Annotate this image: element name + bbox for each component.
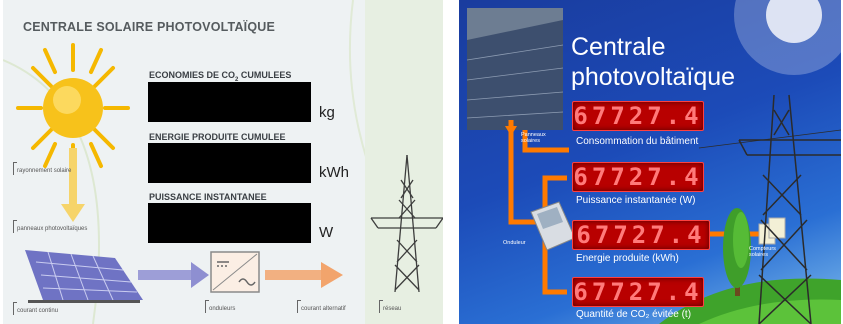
- solar-panel-photo-icon: [466, 8, 564, 130]
- inverter-label: Onduleur: [503, 240, 526, 246]
- dc-current-label: courant continu: [13, 302, 58, 315]
- co2-savings-display: [148, 82, 311, 122]
- left-solar-display-panel: CENTRALE SOLAIRE PHOTOVOLTAÏQUE ECONOMIE…: [3, 0, 443, 324]
- pv-panels-label: panneaux photovoltaïques: [13, 220, 87, 233]
- tree-icon: [723, 208, 751, 296]
- ac-current-label: courant alternatif: [297, 300, 346, 313]
- building-consumption-label: Consommation du bâtiment: [576, 136, 699, 147]
- left-diagram-artwork: [3, 0, 443, 324]
- sun-icon: [16, 43, 130, 172]
- right-title-line2: photovoltaïque: [571, 63, 736, 91]
- inverter-device-icon: [530, 201, 576, 251]
- energy-produced-counter: 67727.4: [572, 220, 710, 250]
- arrow-ac-icon: [265, 262, 343, 288]
- right-diagram-artwork: [466, 0, 841, 324]
- solar-panels-label: Panneaux solaires: [521, 132, 546, 144]
- energy-produced-label: ENERGIE PRODUITE CUMULEE: [149, 132, 286, 142]
- co2-avoided-counter: 67727.4: [572, 277, 704, 307]
- instant-power-counter-label: Puissance instantanée (W): [576, 195, 696, 206]
- power-pylon-icon: [698, 94, 841, 324]
- instant-power-counter: 67727.4: [572, 162, 704, 192]
- inverters-label: onduleurs: [205, 300, 235, 313]
- building-consumption-counter: 67727.4: [572, 101, 704, 131]
- arrow-dc-icon: [138, 262, 209, 288]
- energy-produced-display: [148, 143, 311, 183]
- left-panel-title: CENTRALE SOLAIRE PHOTOVOLTAÏQUE: [23, 20, 276, 34]
- right-panel-title: Centrale photovoltaïque: [571, 32, 735, 92]
- solar-meters-label: Compteurs solaires: [749, 246, 776, 258]
- co2-savings-label: ECONOMIES DE CO2 CUMULEES: [149, 70, 292, 83]
- left-green-band: [365, 0, 443, 324]
- arrow-sun-to-panels-icon: [61, 148, 85, 222]
- co2-savings-unit: kg: [319, 104, 335, 121]
- instant-power-unit: W: [319, 224, 334, 241]
- instant-power-display: [148, 203, 311, 243]
- energy-produced-counter-label: Energie produite (kWh): [576, 253, 679, 264]
- right-title-line1: Centrale: [571, 33, 666, 61]
- co2-avoided-counter-label: Quantité de CO₂ évitée (t): [576, 309, 692, 320]
- grid-label: réseau: [379, 300, 401, 313]
- power-pylon-icon: [370, 154, 443, 293]
- energy-produced-unit: kWh: [319, 164, 349, 181]
- sun-radiation-label: rayonnement solaire: [13, 162, 71, 175]
- solar-panels-icon: [25, 250, 143, 303]
- inverter-icon: [210, 251, 260, 293]
- right-pv-display-panel: Centrale photovoltaïque 67727.4 Consomma…: [459, 0, 841, 324]
- instant-power-label: PUISSANCE INSTANTANEE: [149, 192, 267, 202]
